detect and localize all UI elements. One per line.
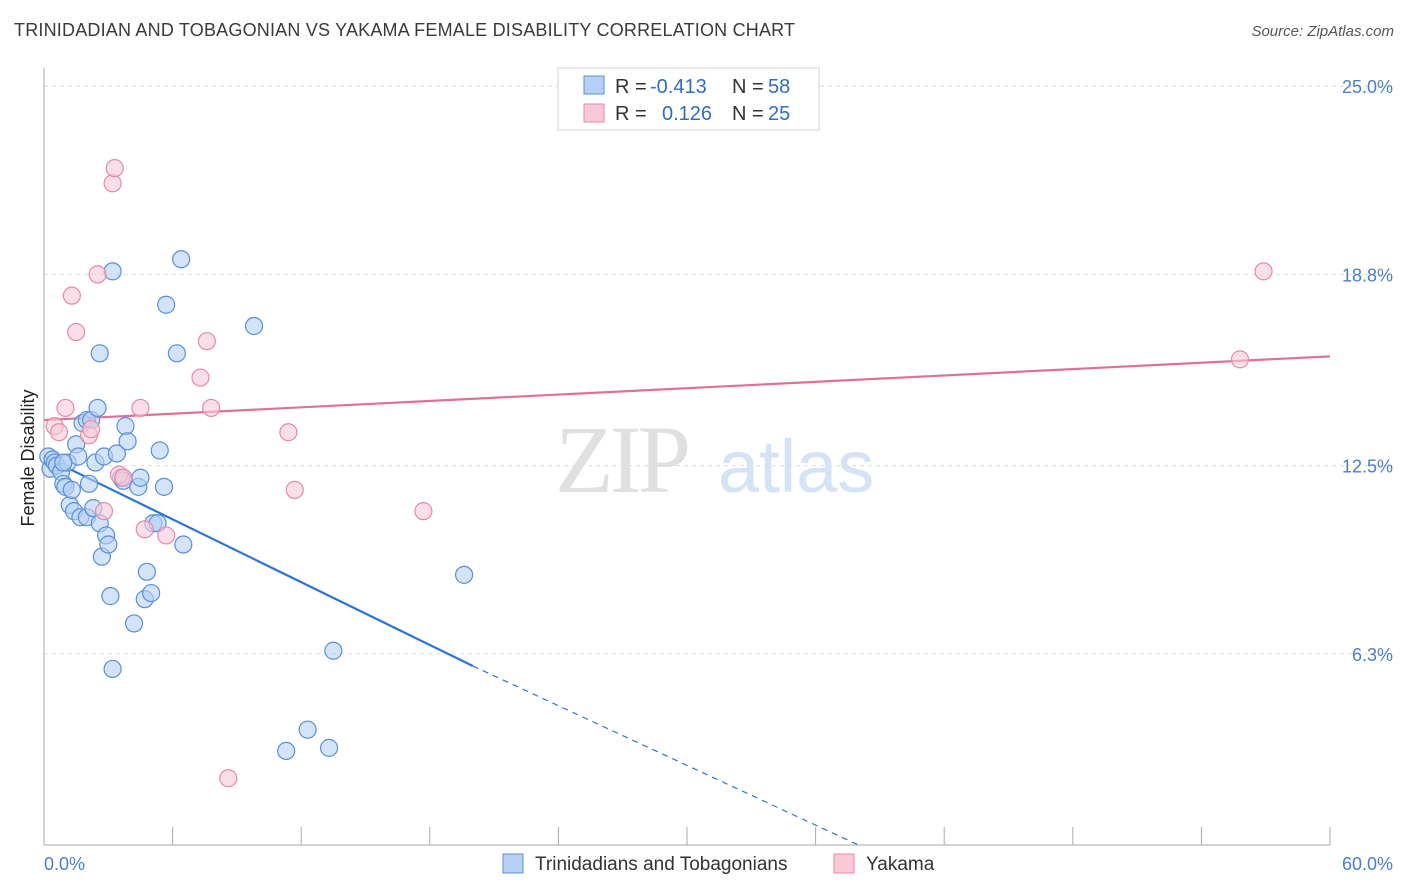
axes (43, 68, 1331, 846)
point-trinidadian-35 (116, 417, 135, 436)
point-yakama-2 (56, 398, 75, 418)
watermark-atlas: atlas (718, 425, 874, 508)
point-trinidadian-46 (154, 477, 174, 496)
point-yakama-16 (191, 368, 210, 387)
point-trinidadian-22 (88, 398, 107, 418)
point-yakama-12 (114, 468, 133, 487)
point-yakama-14 (135, 520, 154, 539)
point-yakama-10 (105, 159, 124, 178)
data-points (39, 159, 1273, 788)
point-yakama-6 (82, 420, 101, 439)
legend-n-value-1: 58 (768, 76, 790, 98)
point-yakama-13 (131, 398, 150, 418)
trend-lines (43, 355, 1331, 846)
point-trinidadian-10 (62, 480, 81, 499)
point-yakama-19 (219, 769, 238, 788)
point-trinidadian-41 (137, 562, 156, 581)
watermark-zip: ZIP (555, 406, 688, 513)
point-trinidadian-36 (118, 432, 137, 451)
point-trinidadian-45 (150, 441, 169, 460)
point-trinidadian-55 (324, 641, 343, 660)
legend-n-value-2: 25 (768, 103, 790, 125)
point-yakama-1 (49, 423, 69, 442)
legend-r-value-1: -0.413 (650, 76, 707, 98)
y-tick-label-3: 25.0% (1342, 77, 1393, 97)
point-yakama-15 (157, 526, 176, 545)
source-label: Source: ZipAtlas.com (1251, 23, 1394, 40)
point-trinidadian-37 (124, 614, 144, 633)
y-tick-label-1: 12.5% (1342, 457, 1393, 477)
point-yakama-17 (197, 332, 216, 351)
trend-line-yakama (43, 355, 1331, 422)
legend-n-label-2: N = (732, 103, 764, 125)
gridlines (44, 85, 1393, 655)
legend-r-label-2: R = (615, 103, 647, 125)
point-yakama-23 (1230, 350, 1250, 369)
y-tick-label-0: 6.3% (1352, 645, 1393, 665)
point-trinidadian-56 (454, 565, 474, 584)
point-trinidadian-49 (172, 250, 191, 269)
point-yakama-18 (202, 398, 221, 418)
series-legend-label-pink: Yakama (866, 854, 935, 875)
legend-swatch-pink (583, 103, 605, 123)
point-yakama-22 (414, 502, 433, 521)
point-trinidadian-31 (103, 262, 122, 281)
point-trinidadian-53 (298, 720, 317, 739)
point-trinidadian-28 (99, 535, 118, 554)
point-trinidadian-32 (107, 444, 126, 463)
point-trinidadian-39 (131, 468, 150, 487)
legend-r-value-2: 0.126 (662, 103, 712, 125)
series-legend-label-blue: Trinidadians and Tobagonians (535, 854, 787, 875)
chart-title: TRINIDADIAN AND TOBAGONIAN VS YAKAMA FEM… (14, 20, 796, 40)
point-trinidadian-18 (79, 474, 99, 493)
legend-r-label-1: R = (615, 76, 647, 98)
y-tick-labels: 6.3% 12.5% 18.8% 25.0% (1342, 77, 1393, 665)
trend-line-trinidadian (43, 455, 474, 667)
point-trinidadian-57 (54, 453, 73, 472)
point-yakama-4 (67, 322, 86, 342)
point-trinidadian-48 (167, 344, 186, 363)
point-trinidadian-47 (157, 295, 176, 314)
series-legend-swatch-blue (502, 853, 524, 874)
point-trinidadian-42 (142, 583, 161, 603)
point-yakama-24 (1254, 262, 1273, 281)
x-tick-label-max: 60.0% (1342, 854, 1393, 874)
point-yakama-20 (279, 423, 298, 442)
point-yakama-7 (88, 265, 107, 284)
point-trinidadian-29 (101, 587, 120, 606)
y-tick-label-2: 18.8% (1342, 265, 1393, 285)
y-axis-title: Female Disability (18, 389, 38, 526)
legend-n-label-1: N = (732, 76, 764, 98)
point-yakama-8 (94, 502, 114, 521)
point-yakama-9 (103, 174, 122, 193)
point-trinidadian-24 (90, 344, 109, 363)
point-trinidadian-54 (319, 738, 339, 757)
point-trinidadian-30 (103, 659, 122, 679)
stats-legend: R = -0.413 N = 58 R = 0.126 N = 25 (557, 67, 820, 131)
series-legend: Trinidadians and Tobagonians Yakama (502, 853, 935, 875)
point-trinidadian-51 (244, 316, 264, 336)
point-trinidadian-52 (277, 741, 296, 761)
x-tick-label-min: 0.0% (44, 854, 85, 874)
point-yakama-3 (62, 286, 81, 305)
legend-swatch-blue (583, 75, 605, 95)
series-legend-swatch-pink (833, 853, 855, 874)
point-yakama-21 (285, 480, 304, 499)
trend-line-trinidadian-extension (472, 665, 859, 846)
point-trinidadian-50 (174, 535, 193, 554)
